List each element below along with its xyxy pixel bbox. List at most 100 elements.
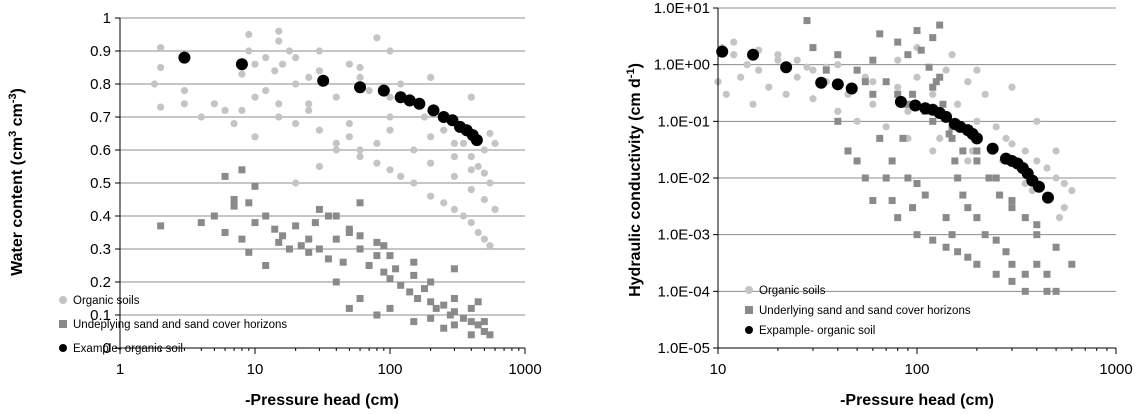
y-tick-labels: 0 0.1 0.2 0.3 0.4 0.5 0.6 0.7 0.8 0.9 1 [90, 10, 111, 357]
sand-point [251, 219, 259, 227]
y-tick-label: 1.0E-05 [657, 340, 710, 357]
y-tick-label: 0.6 [90, 142, 111, 159]
legend: Organic soils Undeplying sand and sand c… [59, 295, 287, 355]
organic-point [440, 199, 448, 207]
sand-point [279, 232, 287, 240]
organic-point [427, 133, 435, 141]
organic-point [332, 139, 340, 147]
sand-point [909, 204, 917, 212]
sand-point [297, 242, 305, 250]
organic-point [386, 47, 394, 55]
y-tick-labels: 1.0E-05 1.0E-04 1.0E-03 1.0E-02 1.0E-01 1.0E+… [654, 0, 710, 357]
organic-point [480, 235, 488, 243]
example-soil-points [178, 51, 483, 147]
organic-point [356, 63, 364, 72]
organic-point [386, 166, 394, 174]
organic-point [305, 73, 313, 81]
organic-point [869, 100, 877, 108]
sand-point [894, 90, 902, 98]
organic-point [315, 67, 324, 75]
sand-point [992, 174, 1000, 182]
organic-point [197, 113, 205, 121]
sand-point [332, 278, 340, 286]
legend-marker-organic [745, 286, 753, 294]
water-content-chart: 0 0.1 0.2 0.3 0.4 0.5 0.6 0.7 0.8 0.9 1 1 10 100 1000… [7, 10, 542, 409]
sand-point [1008, 204, 1016, 212]
organic-point [150, 80, 159, 88]
sand-point [844, 147, 852, 155]
organic-point [345, 120, 353, 128]
sand-point [292, 222, 300, 230]
sand-point [1033, 221, 1041, 229]
legend-marker-sand [59, 320, 67, 328]
sand-point [373, 252, 381, 260]
example-point [986, 142, 999, 155]
sand-point [861, 174, 869, 182]
sand-point [973, 147, 981, 155]
sand-point [245, 199, 253, 207]
organic-point [427, 73, 435, 81]
sand-point [410, 318, 418, 326]
sand-point [869, 56, 877, 64]
sand-point [245, 248, 253, 256]
sand-point [936, 21, 944, 29]
organic-point [737, 73, 745, 81]
sand-point [913, 179, 921, 187]
organic-point [305, 100, 313, 108]
organic-point [386, 93, 394, 101]
organic-point [292, 80, 300, 88]
y-tick-label: 0.8 [90, 76, 111, 93]
sand-point [271, 225, 279, 233]
organic-point [373, 34, 381, 42]
sand-point [888, 197, 896, 205]
sand-point [480, 318, 488, 326]
organic-point [397, 80, 405, 88]
organic-point [427, 192, 435, 200]
organic-point [1033, 117, 1041, 125]
organic-point [491, 205, 499, 213]
sand-point [210, 212, 218, 220]
organic-point [1052, 147, 1060, 155]
organic-point [275, 113, 283, 121]
organic-point [315, 162, 324, 171]
organic-point [904, 107, 912, 115]
organic-point [292, 179, 300, 187]
sand-point [894, 38, 902, 46]
sand-point [450, 265, 458, 273]
example-point [394, 91, 407, 104]
organic-point [251, 93, 259, 101]
organic-point [803, 63, 811, 71]
example-point [780, 61, 793, 74]
organic-point [238, 106, 246, 114]
sand-point [440, 301, 448, 309]
sand-point [238, 166, 246, 174]
sand-point [230, 202, 238, 210]
sand-point [964, 253, 972, 261]
organic-point [262, 54, 270, 62]
organic-point [332, 93, 340, 101]
x-tick-label: 100 [377, 361, 402, 378]
organic-point [356, 153, 364, 161]
sand-point [356, 232, 364, 240]
organic-point [275, 37, 283, 45]
organic-point [973, 66, 981, 74]
sand-point [386, 252, 394, 260]
sand-point [230, 196, 238, 203]
sand-point [992, 236, 1000, 244]
organic-point [749, 100, 757, 108]
axes [115, 17, 526, 354]
sand-point [414, 295, 422, 302]
example-point [970, 132, 983, 145]
sand-point [356, 245, 364, 253]
legend-marker-example [59, 344, 67, 352]
organic-point [459, 139, 468, 147]
sand-point [876, 134, 884, 142]
example-point [940, 110, 953, 123]
sand-point [822, 66, 830, 74]
organic-point [929, 90, 937, 98]
organic-point [238, 70, 246, 78]
organic-point [285, 47, 294, 55]
organic-soils-points [150, 27, 499, 250]
organic-soils-points [714, 38, 1076, 222]
y-tick-label: 0.1 [90, 307, 111, 324]
